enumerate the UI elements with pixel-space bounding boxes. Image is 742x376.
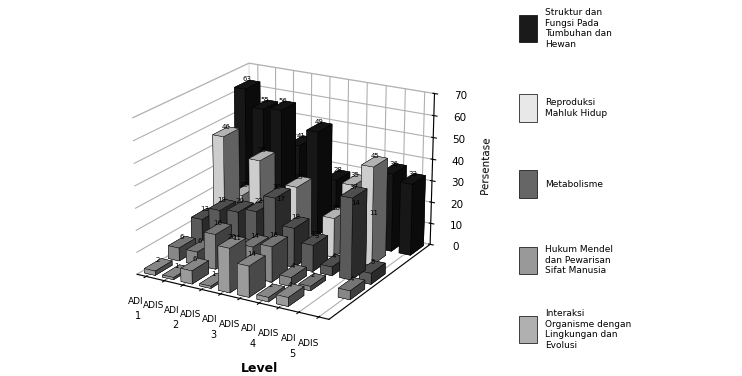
- Bar: [519, 170, 536, 198]
- Bar: [519, 316, 536, 343]
- Bar: [519, 15, 536, 42]
- Text: Metabolisme: Metabolisme: [545, 180, 603, 189]
- Bar: [519, 94, 536, 122]
- Text: Reproduksi
Mahluk Hidup: Reproduksi Mahluk Hidup: [545, 99, 608, 118]
- Text: Interaksi
Organisme dengan
Lingkungan dan
Evolusi: Interaksi Organisme dengan Lingkungan da…: [545, 309, 631, 350]
- Bar: [519, 247, 536, 274]
- Text: Struktur dan
Fungsi Pada
Tumbuhan dan
Hewan: Struktur dan Fungsi Pada Tumbuhan dan He…: [545, 9, 612, 49]
- Text: Hukum Mendel
dan Pewarisan
Sifat Manusia: Hukum Mendel dan Pewarisan Sifat Manusia: [545, 246, 613, 275]
- Text: Level: Level: [241, 362, 278, 375]
